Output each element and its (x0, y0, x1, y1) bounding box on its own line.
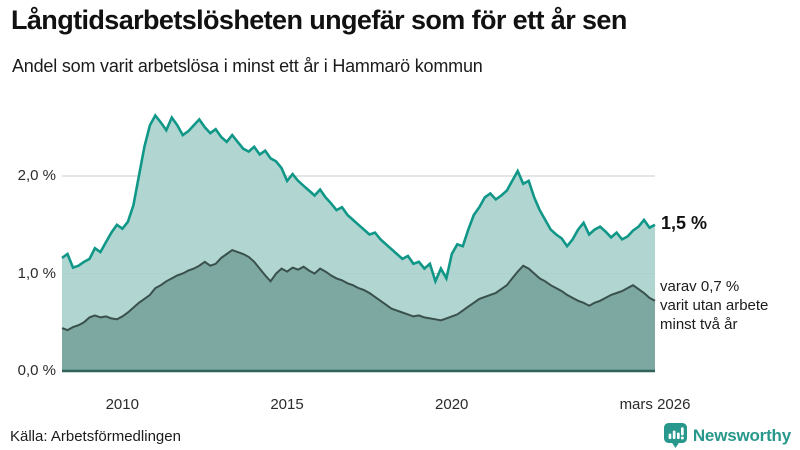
y-tick-label: 0,0 % (17, 362, 56, 379)
x-tick-label: 2015 (270, 396, 304, 413)
breakdown-line: minst två år (660, 316, 738, 333)
newsworthy-brand-link[interactable]: Newsworthy (663, 423, 791, 448)
brand-name: Newsworthy (692, 425, 791, 445)
y-tick-label: 2,0 % (17, 167, 56, 184)
line-ge-two-years (61, 248, 656, 332)
newsworthy-logo-icon (663, 423, 687, 448)
x-tick-label: 2010 (105, 396, 139, 413)
x-tick-label: mars 2026 (619, 396, 691, 413)
y-tick-label: 1,0 % (17, 264, 56, 282)
breakdown-line: varav 0,7 % (660, 278, 740, 295)
area-ge-two-years (62, 250, 655, 371)
x-tick-label: 2020 (435, 396, 469, 413)
chart-subtitle: Andel som varit arbetslösa i minst ett å… (12, 56, 483, 76)
line-ge-one-year (61, 113, 656, 286)
latest-value-label: 1,5 % (661, 213, 708, 233)
breakdown-line: varit utan arbete (660, 297, 769, 314)
breakdown-value-label: varav 0,7 % varit utan arbete minst två … (660, 277, 768, 334)
source-credit: Källa: Arbetsförmedlingen (10, 428, 181, 445)
page-title: Långtidsarbetslösheten ungefär som för e… (11, 5, 627, 35)
